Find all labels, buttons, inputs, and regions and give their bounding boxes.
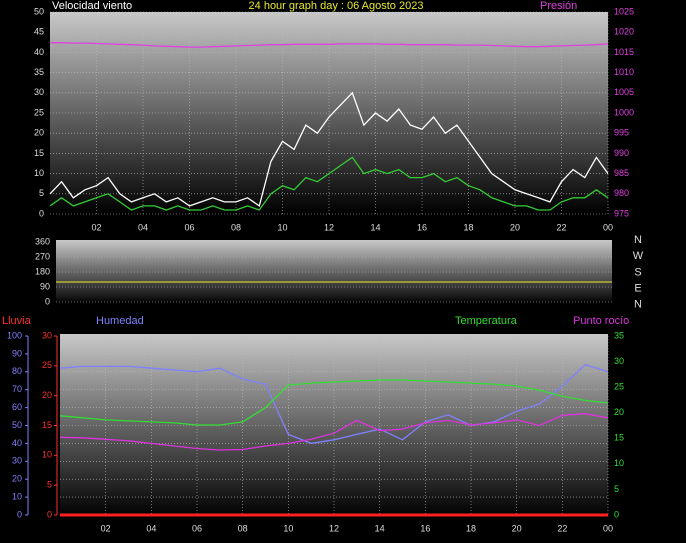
y-tick-label: 995	[614, 128, 629, 138]
x-tick-label: 18	[463, 222, 473, 232]
x-tick-label: 16	[417, 222, 427, 232]
y-tick-label: 30	[614, 356, 624, 366]
y-tick-label: 15	[42, 420, 52, 430]
y-tick-label: 20	[12, 474, 22, 484]
compass-label: E	[634, 283, 641, 295]
y-tick-label: 1025	[614, 6, 634, 16]
y-tick-label: 15	[34, 148, 44, 158]
y-tick-label: 60	[12, 402, 22, 412]
x-tick-label: 06	[184, 222, 194, 232]
compass-label: W	[633, 250, 644, 262]
x-tick-label: 10	[277, 222, 287, 232]
plot-area	[56, 240, 612, 304]
x-tick-label: 04	[146, 523, 156, 533]
y-tick-label: 90	[12, 348, 22, 358]
compass-label: N	[634, 299, 642, 311]
axis-title: Temperatura	[455, 315, 518, 327]
y-tick-label: 10	[42, 450, 52, 460]
y-tick-label: 360	[35, 236, 50, 246]
y-tick-label: 985	[614, 168, 629, 178]
y-tick-label: 10	[614, 458, 624, 468]
x-tick-label: 14	[375, 523, 385, 533]
axis-title: Punto rocío	[573, 315, 629, 327]
y-tick-label: 35	[614, 330, 624, 340]
x-tick-label: 08	[231, 222, 241, 232]
x-tick-label: 12	[324, 222, 334, 232]
x-tick-label: 04	[138, 222, 148, 232]
series-line	[59, 379, 609, 426]
y-tick-label: 990	[614, 148, 629, 158]
y-tick-label: 10	[34, 168, 44, 178]
x-tick-label: 08	[238, 523, 248, 533]
series-line	[49, 156, 609, 211]
axis-title: Lluvia	[2, 315, 32, 327]
axis-title: Humedad	[96, 315, 144, 327]
y-tick-label: 45	[34, 27, 44, 37]
y-tick-label: 180	[35, 266, 50, 276]
y-tick-label: 5	[47, 480, 52, 490]
y-tick-label: 20	[614, 407, 624, 417]
series-line	[59, 413, 609, 451]
x-tick-label: 20	[512, 523, 522, 533]
y-tick-label: 0	[47, 509, 52, 519]
y-tick-label: 15	[614, 433, 624, 443]
x-tick-label: 18	[466, 523, 476, 533]
y-tick-label: 25	[614, 382, 624, 392]
x-tick-label: 00	[603, 222, 613, 232]
y-tick-label: 30	[42, 330, 52, 340]
y-tick-label: 0	[39, 208, 44, 218]
y-tick-label: 90	[40, 281, 50, 291]
x-tick-label: 12	[329, 523, 339, 533]
compass-label: S	[634, 266, 641, 278]
y-tick-label: 50	[34, 6, 44, 16]
y-tick-label: 980	[614, 188, 629, 198]
y-tick-label: 30	[34, 87, 44, 97]
x-tick-label: 22	[556, 222, 566, 232]
y-tick-label: 40	[34, 47, 44, 57]
y-tick-label: 80	[12, 366, 22, 376]
y-tick-label: 1000	[614, 107, 634, 117]
y-tick-label: 25	[34, 107, 44, 117]
x-tick-label: 20	[510, 222, 520, 232]
y-tick-label: 40	[12, 438, 22, 448]
x-tick-label: 02	[91, 222, 101, 232]
y-tick-label: 70	[12, 384, 22, 394]
x-tick-label: 06	[192, 523, 202, 533]
x-tick-label: 02	[101, 523, 111, 533]
y-tick-label: 1020	[614, 27, 634, 37]
y-tick-label: 50	[12, 420, 22, 430]
y-tick-label: 1005	[614, 87, 634, 97]
x-tick-label: 00	[603, 523, 613, 533]
y-tick-label: 100	[7, 330, 22, 340]
series-line	[49, 91, 609, 207]
y-tick-label: 5	[614, 484, 619, 494]
y-tick-label: 35	[34, 67, 44, 77]
y-tick-label: 25	[42, 360, 52, 370]
y-tick-label: 0	[45, 296, 50, 306]
y-tick-label: 5	[39, 188, 44, 198]
x-tick-label: 22	[557, 523, 567, 533]
x-tick-label: 16	[420, 523, 430, 533]
y-tick-label: 0	[17, 509, 22, 519]
y-tick-label: 1015	[614, 47, 634, 57]
axis-title: Presión	[540, 0, 577, 12]
y-tick-label: 270	[35, 251, 50, 261]
chart-title: 24 hour graph day : 06 Agosto 2023	[249, 0, 424, 12]
x-tick-label: 14	[370, 222, 380, 232]
compass-label: N	[634, 234, 642, 246]
y-tick-label: 20	[42, 390, 52, 400]
y-tick-label: 975	[614, 208, 629, 218]
series-line	[59, 363, 609, 445]
x-tick-label: 10	[283, 523, 293, 533]
y-tick-label: 20	[34, 128, 44, 138]
axis-title: Velocidad viento	[52, 0, 132, 12]
y-tick-label: 0	[614, 509, 619, 519]
y-tick-label: 1010	[614, 67, 634, 77]
y-tick-label: 30	[12, 456, 22, 466]
y-tick-label: 10	[12, 491, 22, 501]
series-line	[50, 42, 609, 48]
